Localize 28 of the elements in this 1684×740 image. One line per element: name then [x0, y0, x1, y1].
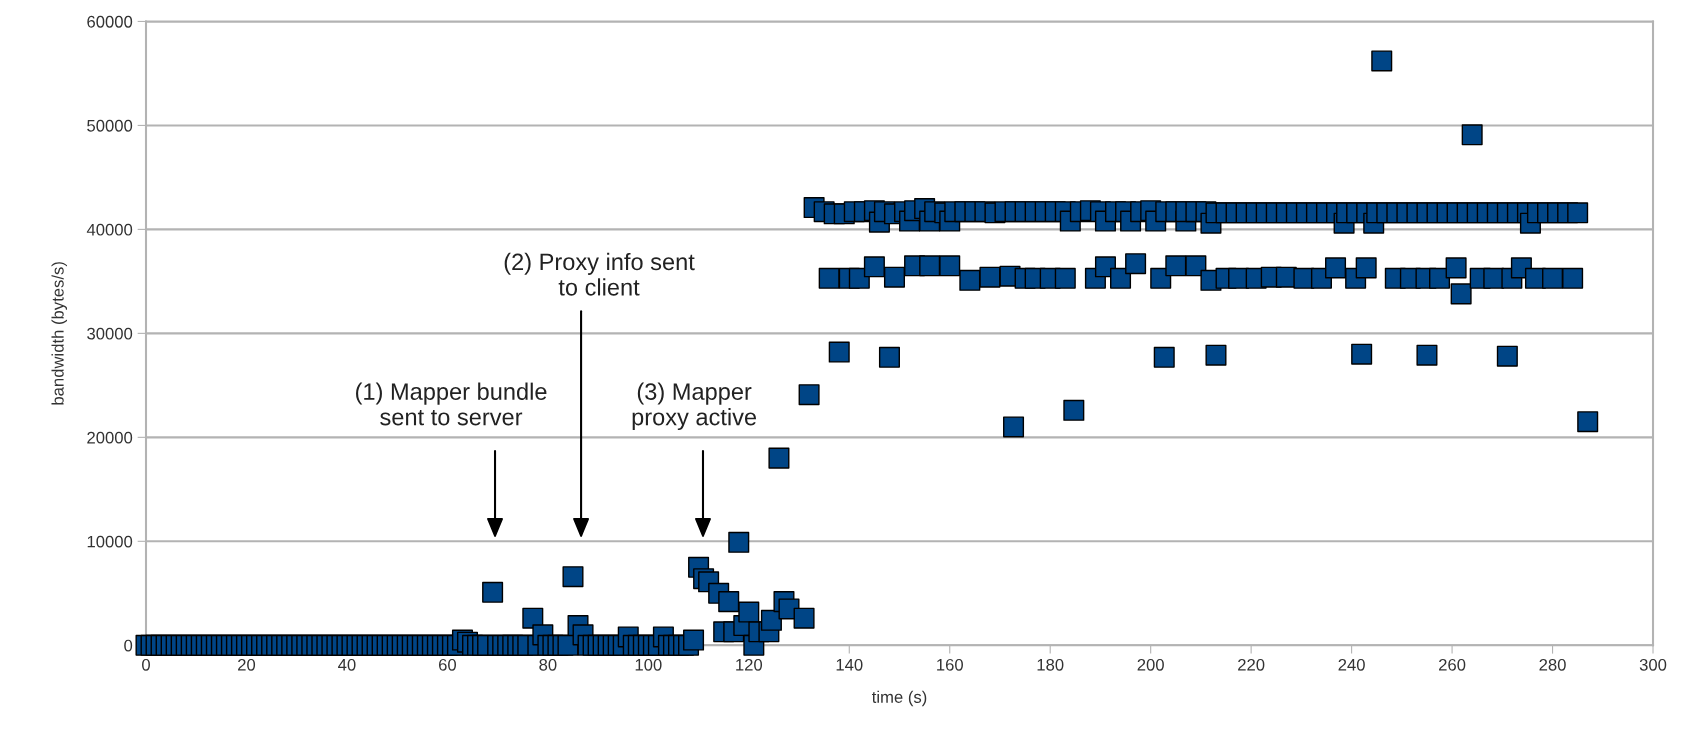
- y-tick-label: 30000: [87, 327, 133, 340]
- y-tick-label: 0: [124, 639, 133, 652]
- x-tick-label: 240: [1338, 658, 1365, 671]
- x-axis-title: time (s): [871, 690, 927, 707]
- x-tick-label: 280: [1539, 658, 1566, 671]
- x-tick-label: 300: [1639, 658, 1667, 671]
- y-tick-label: 10000: [87, 535, 133, 548]
- y-tick-label: 40000: [86, 223, 133, 236]
- y-tick-label: 20000: [87, 431, 133, 444]
- x-tick-label: 0: [142, 658, 150, 671]
- x-tick-label: 160: [937, 658, 963, 671]
- annotation: (3) Mapper proxy active: [632, 382, 757, 431]
- x-tick-label: 60: [438, 658, 457, 671]
- x-tick-label: 80: [539, 658, 557, 671]
- x-tick-label: 220: [1238, 658, 1265, 671]
- x-tick-label: 100: [635, 658, 662, 671]
- x-tick-label: 40: [338, 658, 356, 671]
- x-tick-label: 260: [1439, 658, 1466, 671]
- y-tick-label: 50000: [87, 119, 133, 132]
- y-tick-label: 60000: [87, 15, 133, 28]
- annotation: (2) Proxy info sent to client: [504, 252, 695, 296]
- x-tick-label: 140: [836, 658, 863, 671]
- x-tick-label: 180: [1037, 658, 1064, 671]
- x-tick-label: 20: [238, 658, 256, 671]
- x-tick-label: 120: [736, 658, 763, 671]
- y-axis-title: bandwidth (bytes/s): [51, 262, 68, 405]
- x-tick-label: 200: [1137, 658, 1164, 671]
- annotation: (1) Mapper bundle sent to server: [356, 382, 547, 426]
